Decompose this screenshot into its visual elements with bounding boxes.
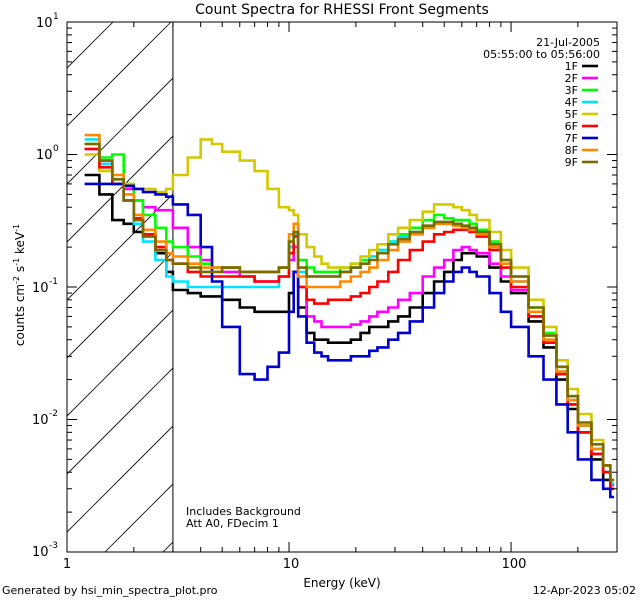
series-line-9F [84,142,615,482]
legend-label-1F: 1F [565,60,578,73]
y-tick-base: 10 [36,16,53,31]
hatch-line [67,251,173,359]
x-tick-label-10: 10 [283,557,300,572]
legend-label-7F: 7F [565,132,578,145]
footer-timestamp: 12-Apr-2023 05:02 [533,584,636,597]
y-tick-base: 10 [36,148,53,163]
x-tick-label-1: 1 [63,557,71,572]
hatch-line [627,22,640,552]
y-tick-label-1e-3: 10 -3 [32,541,58,560]
legend-label-6F: 6F [565,120,578,133]
generated-by-label: Generated by hsi_min_spectra_plot.pro [2,584,218,597]
hatch-line [67,22,172,127]
x-axis-label: Energy (keV) [303,576,380,590]
series-layer [84,133,615,499]
y-tick-label-1e-2: 10 -2 [32,409,58,428]
legend-label-4F: 4F [565,96,578,109]
annotation-background: Includes Background [186,505,301,518]
hatch-line [67,367,173,475]
y-tick-base: 10 [32,413,49,428]
time-range-label: 05:55:00 to 05:56:00 [483,48,600,61]
legend-label-9F: 9F [565,156,578,169]
series-line-1F [84,173,615,491]
y-tick-label-1e0: 10 0 [36,144,59,163]
y-tick-exp: -3 [49,541,58,551]
x-tick-label-100: 100 [502,557,527,572]
y-tick-exp: -2 [49,409,58,419]
hatch-line [67,77,173,185]
axis-ticks [66,22,618,553]
y-tick-label-1e1: 10 1 [36,12,59,31]
y-tick-exp: 1 [53,12,59,22]
legend-label-3F: 3F [565,84,578,97]
y-tick-base: 10 [32,281,49,296]
y-tick-exp: -1 [49,277,58,287]
hatch-line [67,193,173,301]
annotation-attenuator: Att A0, FDecim 1 [186,517,279,530]
legend-label-5F: 5F [565,108,578,121]
legend-label-8F: 8F [565,144,578,157]
legend-label-2F: 2F [565,72,578,85]
y-tick-exp: 0 [53,144,59,154]
y-tick-base: 10 [32,545,49,560]
y-tick-label-1e-1: 10 -1 [32,277,58,296]
y-axis-label: counts cm-2 s-1 keV-1 [12,224,27,346]
series-line-5F [84,138,615,482]
chart-title: Count Spectra for RHESSI Front Segments [195,2,489,18]
date-label: 21-Jul-2005 [536,36,600,49]
hatch-line [67,425,173,533]
series-line-7F [84,182,615,499]
